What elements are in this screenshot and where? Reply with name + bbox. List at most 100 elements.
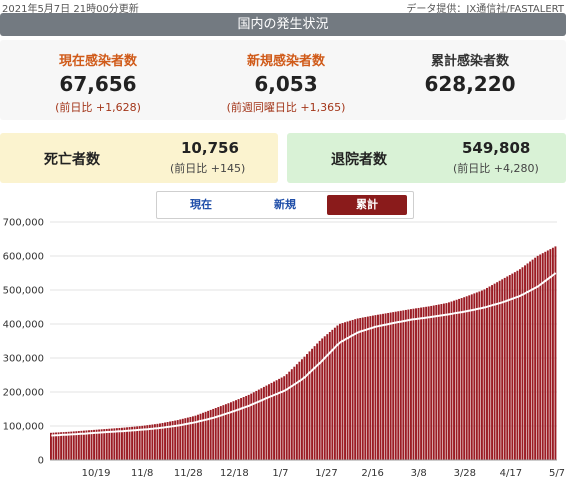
bar: [245, 395, 248, 460]
bar: [409, 309, 412, 460]
bar: [240, 398, 243, 460]
bar: [425, 306, 428, 460]
bar: [257, 389, 260, 460]
bar: [179, 419, 182, 460]
bar: [55, 432, 58, 460]
y-tick-label: 400,000: [3, 320, 44, 331]
bar: [442, 303, 445, 460]
bar: [435, 305, 438, 460]
bar: [326, 334, 329, 460]
stats-panel: 現在感染者数 67,656 (前日比 +1,628) 新規感染者数 6,053 …: [0, 40, 566, 120]
bar: [273, 381, 276, 460]
bar: [427, 306, 430, 460]
bar: [526, 263, 529, 460]
bar: [136, 426, 139, 460]
bar: [437, 304, 440, 460]
bar: [354, 319, 357, 460]
bar: [118, 427, 121, 460]
bar: [217, 407, 220, 460]
bar: [531, 259, 534, 460]
bar: [95, 429, 98, 460]
new-cases-value: 6,053: [254, 72, 318, 96]
bar: [328, 331, 331, 460]
bar: [366, 316, 369, 460]
bar: [222, 405, 225, 460]
bar: [306, 354, 308, 460]
bar: [298, 361, 301, 460]
deaths-value: 10,756: [181, 139, 239, 157]
bar: [478, 291, 481, 460]
tab-current[interactable]: 現在: [190, 198, 212, 211]
bar: [250, 393, 253, 460]
bar: [227, 403, 230, 460]
bar: [554, 246, 557, 460]
x-tick-label: 3/28: [454, 468, 476, 479]
current-cases-label: 現在感染者数: [58, 54, 137, 69]
bar: [151, 424, 154, 460]
bar: [331, 329, 334, 460]
deaths-change: (前日比 +145): [170, 162, 246, 175]
bar: [513, 272, 516, 460]
bar: [303, 356, 306, 460]
bar: [473, 293, 476, 460]
bar: [404, 309, 407, 460]
bar: [197, 414, 199, 460]
bar: [506, 276, 509, 460]
bar: [161, 422, 164, 460]
bar: [417, 307, 420, 460]
bar: [516, 270, 519, 460]
data-source: データ提供：JX通信社/FASTALERT: [406, 4, 564, 15]
bar: [364, 317, 367, 460]
bar: [207, 410, 210, 460]
recovered-label: 退院者数: [331, 152, 387, 168]
y-tick-label: 500,000: [3, 286, 44, 297]
y-tick-label: 600,000: [3, 252, 44, 263]
bar: [184, 418, 187, 460]
chart-mode-tabs: 現在 新規 累計: [156, 191, 414, 219]
bar: [50, 432, 52, 460]
x-tick-label: 1/7: [272, 468, 288, 479]
bar: [549, 249, 552, 460]
bar: [77, 431, 80, 460]
y-tick-label: 200,000: [3, 388, 44, 399]
bar: [541, 253, 544, 460]
bar: [288, 371, 291, 460]
new-cases-stat: 新規感染者数 6,053 (前週同曜日比 +1,365): [196, 50, 376, 115]
bar: [138, 426, 141, 460]
bar: [308, 351, 311, 460]
bar: [156, 423, 159, 460]
bar: [412, 308, 415, 460]
tab-total[interactable]: 累計: [327, 195, 407, 215]
bar: [169, 421, 172, 460]
bar: [176, 420, 179, 460]
bar: [148, 424, 151, 460]
bar: [100, 429, 103, 460]
bar: [194, 415, 197, 460]
bar: [189, 416, 192, 460]
bar: [65, 431, 68, 460]
x-tick-label: 11/8: [131, 468, 153, 479]
bar: [551, 247, 554, 460]
bar: [229, 402, 232, 460]
bar: [491, 285, 494, 460]
bar: [511, 273, 514, 460]
bar: [232, 401, 235, 460]
bar: [283, 376, 286, 460]
bar: [422, 307, 425, 460]
bar: [181, 418, 184, 460]
section-title: 国内の発生状況: [0, 13, 566, 36]
tab-new[interactable]: 新規: [274, 198, 296, 211]
cumulative-cases-chart: 0 100,000 200,000 300,000 400,000 500,000 600,…: [3, 218, 565, 480]
bar: [333, 327, 336, 460]
bar: [475, 292, 478, 460]
y-tick-label: 100,000: [3, 422, 44, 433]
bar: [486, 287, 488, 460]
current-cases-value: 67,656: [59, 72, 137, 96]
bar: [270, 382, 273, 460]
bar: [389, 312, 392, 460]
x-tick-label: 2/16: [361, 468, 383, 479]
bar: [60, 432, 63, 460]
recovered-line: [51, 272, 557, 437]
x-tick-label: 1/27: [315, 468, 337, 479]
bar: [316, 343, 319, 460]
